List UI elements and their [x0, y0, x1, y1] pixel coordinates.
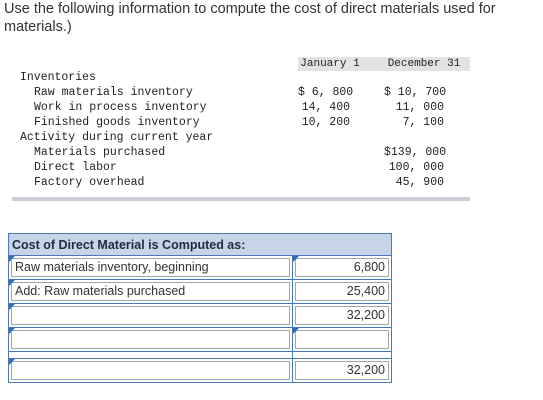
worksheet-row: Add: Raw materials purchased 25,400 [7, 279, 392, 304]
value-december: $ 10, 700 [384, 86, 447, 99]
row-label: Materials purchased [34, 146, 166, 159]
amount-input[interactable]: 25,400 [295, 282, 389, 301]
info-row: Materials purchased $139, 000 [12, 146, 470, 161]
amount-cell[interactable]: 25,400 [292, 279, 392, 304]
value-january: $ 6, 800 [298, 86, 354, 99]
amount-cell[interactable]: 32,200 [292, 303, 392, 328]
value-december: $139, 000 [384, 146, 447, 159]
info-row: Finished goods inventory 10, 200 7, 100 [12, 116, 470, 131]
amount-cell[interactable]: 32,200 [292, 358, 392, 383]
amount-input[interactable] [295, 330, 389, 349]
calculation-worksheet: Cost of Direct Material is Computed as: … [7, 233, 392, 383]
label-cell[interactable]: Add: Raw materials purchased [7, 279, 294, 304]
prompt-line-1: Use the following information to compute… [4, 1, 496, 17]
table-divider [12, 197, 470, 201]
amount-input[interactable]: 32,200 [295, 361, 389, 380]
info-row: Activity during current year [12, 131, 470, 146]
value-january: 10, 200 [301, 116, 350, 129]
dropdown-flag-icon [9, 328, 15, 334]
info-row: Inventories [12, 71, 470, 86]
label-input[interactable] [11, 330, 291, 349]
label-input[interactable] [11, 306, 291, 325]
worksheet-row [7, 327, 392, 352]
info-row: Work in process inventory 14, 400 11, 00… [12, 101, 470, 116]
label-input[interactable]: Raw materials inventory, beginning [11, 258, 291, 277]
worksheet-spacer [7, 351, 392, 359]
row-label: Factory overhead [34, 176, 145, 189]
dropdown-flag-icon [9, 256, 15, 262]
row-label: Raw materials inventory [34, 86, 193, 99]
info-row: Factory overhead 45, 900 [12, 176, 470, 191]
label-cell[interactable] [7, 327, 294, 352]
row-label: Direct labor [34, 161, 117, 174]
row-label: Inventories [20, 71, 96, 84]
row-label: Work in process inventory [34, 101, 207, 114]
dropdown-flag-icon [9, 304, 15, 310]
label-cell[interactable] [7, 358, 294, 383]
information-table: January 1 December 31 Inventories Raw ma… [12, 54, 470, 204]
worksheet-row: Raw materials inventory, beginning 6,800 [7, 255, 392, 280]
header-band [298, 57, 470, 71]
info-row: Direct labor 100, 000 [12, 161, 470, 176]
amount-cell[interactable]: 6,800 [292, 255, 392, 280]
value-december: 7, 100 [402, 116, 444, 129]
amount-input[interactable]: 6,800 [295, 258, 389, 277]
value-december: 45, 900 [395, 176, 444, 189]
label-cell[interactable]: Raw materials inventory, beginning [7, 255, 294, 280]
prompt-line-2: materials.) [4, 19, 72, 35]
header-january-1: January 1 [300, 58, 360, 70]
header-december-31: December 31 [387, 58, 461, 70]
row-label: Activity during current year [20, 131, 214, 144]
value-december: 100, 000 [388, 161, 444, 174]
value-january: 14, 400 [301, 101, 350, 114]
value-december: 11, 000 [395, 101, 444, 114]
dropdown-flag-icon [293, 256, 300, 262]
label-input[interactable]: Add: Raw materials purchased [11, 282, 291, 301]
question-prompt: Use the following information to compute… [4, 0, 543, 36]
worksheet-table: Raw materials inventory, beginning 6,800… [7, 255, 392, 383]
amount-cell[interactable] [292, 327, 392, 352]
info-row: Raw materials inventory $ 6, 800 $ 10, 7… [12, 86, 470, 101]
worksheet-row: 32,200 [7, 358, 392, 383]
label-input[interactable] [11, 361, 291, 380]
dropdown-flag-icon [293, 328, 300, 334]
worksheet-row: 32,200 [7, 303, 392, 328]
worksheet-title: Cost of Direct Material is Computed as: [8, 233, 392, 255]
dropdown-flag-icon [9, 359, 15, 365]
label-cell[interactable] [7, 303, 294, 328]
row-label: Finished goods inventory [34, 116, 200, 129]
dropdown-flag-icon [9, 280, 15, 286]
amount-input[interactable]: 32,200 [295, 306, 389, 325]
